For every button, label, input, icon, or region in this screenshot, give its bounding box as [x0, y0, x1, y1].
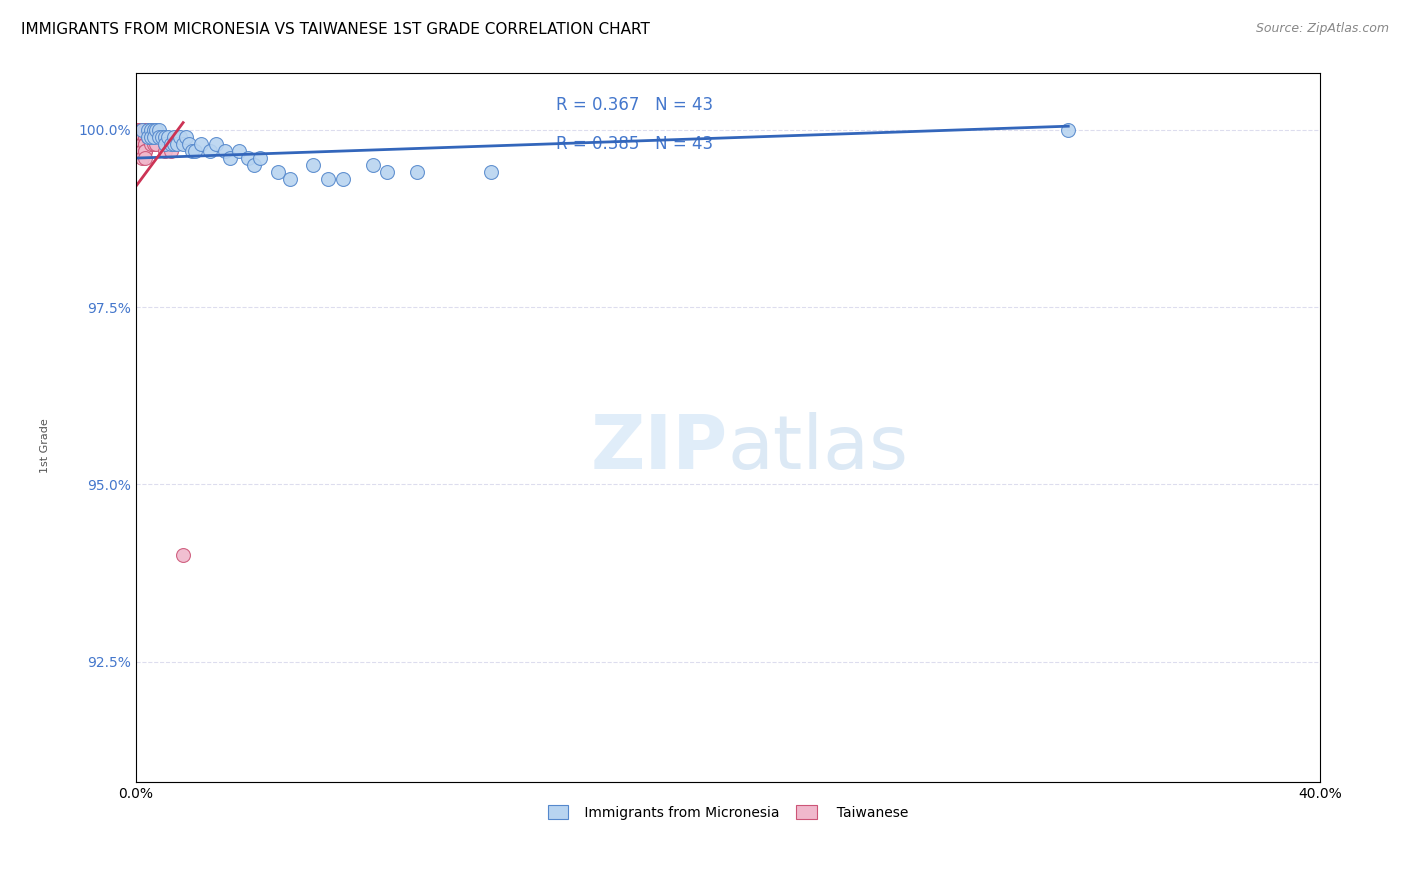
- Point: [172, 549, 194, 563]
- Point: [128, 129, 150, 144]
- Point: [134, 151, 156, 165]
- Point: [134, 144, 156, 158]
- Point: [139, 129, 162, 144]
- Point: [131, 122, 153, 136]
- Point: [131, 136, 153, 151]
- Point: [152, 129, 174, 144]
- Point: [155, 136, 177, 151]
- Point: [136, 122, 159, 136]
- Point: [177, 136, 200, 151]
- Point: [148, 122, 170, 136]
- Point: [134, 129, 156, 144]
- Point: [131, 144, 153, 158]
- Point: [139, 122, 162, 136]
- Point: [163, 136, 186, 151]
- Point: [131, 144, 153, 158]
- Point: [136, 129, 159, 144]
- Point: [219, 151, 242, 165]
- Point: [134, 136, 156, 151]
- Point: [134, 129, 156, 144]
- Point: [131, 151, 153, 165]
- Point: [155, 136, 177, 151]
- Point: [377, 165, 399, 179]
- Point: [136, 122, 159, 136]
- Point: [155, 129, 177, 144]
- Point: [128, 122, 150, 136]
- Point: [228, 144, 250, 158]
- Point: [406, 165, 429, 179]
- Point: [1057, 122, 1080, 136]
- Point: [128, 122, 150, 136]
- Point: [139, 136, 162, 151]
- Text: IMMIGRANTS FROM MICRONESIA VS TAIWANESE 1ST GRADE CORRELATION CHART: IMMIGRANTS FROM MICRONESIA VS TAIWANESE …: [21, 22, 650, 37]
- Point: [142, 129, 165, 144]
- Point: [267, 165, 290, 179]
- Point: [361, 158, 384, 172]
- Point: [136, 129, 159, 144]
- Point: [131, 129, 153, 144]
- Point: [131, 129, 153, 144]
- Point: [181, 144, 204, 158]
- Point: [134, 129, 156, 144]
- Point: [166, 136, 188, 151]
- Point: [190, 136, 212, 151]
- Point: [214, 144, 236, 158]
- Point: [145, 122, 167, 136]
- Point: [160, 136, 183, 151]
- Point: [169, 129, 191, 144]
- Point: [172, 136, 194, 151]
- Point: [184, 144, 207, 158]
- Point: [238, 151, 260, 165]
- Point: [243, 158, 266, 172]
- Point: [131, 122, 153, 136]
- Point: [128, 129, 150, 144]
- Legend:  Immigrants from Micronesia,   Taiwanese: Immigrants from Micronesia, Taiwanese: [543, 799, 914, 825]
- Point: [139, 122, 162, 136]
- Text: atlas: atlas: [728, 412, 908, 485]
- Point: [163, 129, 186, 144]
- Point: [204, 136, 226, 151]
- Point: [142, 129, 165, 144]
- Text: ZIP: ZIP: [591, 412, 728, 485]
- Point: [198, 144, 221, 158]
- Point: [155, 144, 177, 158]
- Point: [145, 136, 167, 151]
- Point: [131, 129, 153, 144]
- Text: Source: ZipAtlas.com: Source: ZipAtlas.com: [1256, 22, 1389, 36]
- Point: [128, 122, 150, 136]
- Point: [131, 122, 153, 136]
- Point: [249, 151, 271, 165]
- Point: [134, 122, 156, 136]
- Text: R = 0.367   N = 43: R = 0.367 N = 43: [557, 96, 713, 114]
- Text: R = 0.385   N = 43: R = 0.385 N = 43: [557, 135, 713, 153]
- Point: [131, 122, 153, 136]
- Point: [142, 122, 165, 136]
- Point: [131, 136, 153, 151]
- Point: [316, 172, 339, 186]
- Point: [134, 136, 156, 151]
- Point: [148, 129, 170, 144]
- Point: [157, 129, 180, 144]
- Point: [131, 129, 153, 144]
- Point: [134, 144, 156, 158]
- Point: [142, 136, 165, 151]
- Point: [136, 129, 159, 144]
- Point: [479, 165, 502, 179]
- Point: [174, 129, 197, 144]
- Point: [131, 136, 153, 151]
- Point: [139, 129, 162, 144]
- Text: 1st Grade: 1st Grade: [39, 418, 51, 474]
- Point: [332, 172, 354, 186]
- Point: [134, 122, 156, 136]
- Point: [278, 172, 301, 186]
- Point: [302, 158, 325, 172]
- Point: [160, 144, 183, 158]
- Point: [131, 122, 153, 136]
- Point: [134, 122, 156, 136]
